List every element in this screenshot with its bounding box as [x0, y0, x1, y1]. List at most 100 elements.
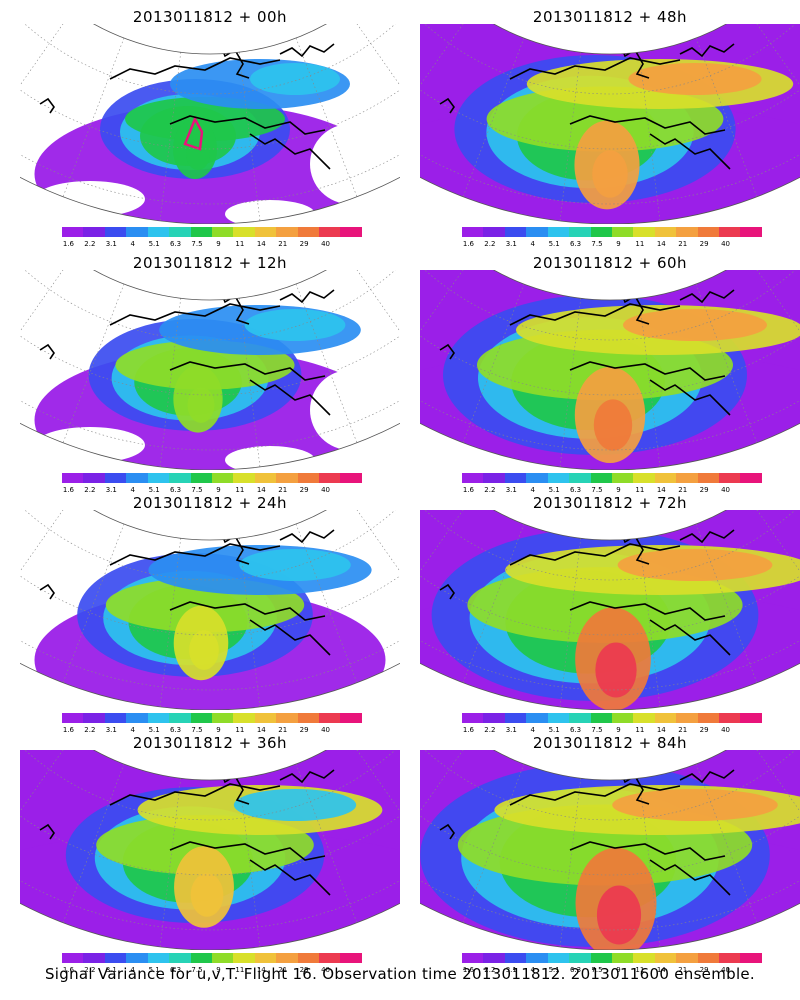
colorbar-segment [276, 713, 298, 723]
colorbar-labels: 1.6 2.2 3.1 4 5.1 6.3 7.5 9 11 14 21 29 40 [62, 486, 362, 496]
colorbar-segment [547, 227, 570, 237]
colorbar-segment [190, 713, 212, 723]
colorbar-segment [526, 713, 548, 723]
colorbar-segment [83, 713, 105, 723]
colorbar-segment [697, 713, 720, 723]
colorbar-labels: 1.6 2.2 3.1 4 5.1 6.3 7.5 9 11 14 21 29 40 [62, 726, 362, 736]
colorbar-segment [676, 953, 698, 963]
colorbar-segment [126, 473, 148, 483]
colorbar-segment [340, 713, 362, 723]
colorbar-segment [740, 473, 762, 483]
colorbar-tick-label: 2.2 [84, 240, 96, 248]
colorbar-segment [340, 227, 362, 237]
colorbar-tick-label: 6.3 [169, 240, 182, 248]
colorbar-tick-label: 14 [256, 240, 266, 248]
variance-map [420, 510, 800, 710]
colorbar-segment [740, 227, 762, 237]
colorbar-segment [504, 953, 527, 963]
colorbar-segment [147, 473, 170, 483]
variance-map [20, 270, 400, 470]
colorbar-tick-label: 21 [278, 966, 288, 974]
colorbar-segment [611, 227, 634, 237]
colorbar-tick-label: 9 [216, 726, 221, 734]
colorbar-segment [211, 227, 234, 237]
colorbar-segment [719, 713, 741, 723]
variance-map [420, 750, 800, 950]
colorbar-segment [319, 227, 341, 237]
variance-map [420, 24, 800, 224]
colorbar-segment [547, 713, 570, 723]
panel-title: 2013011812 + 84h [532, 734, 688, 752]
colorbar-segment [462, 713, 484, 723]
colorbar-segment [190, 953, 212, 963]
colorbar-labels: 1.6 2.2 3.1 4 5.1 6.3 7.5 9 11 14 21 29 40 [462, 240, 762, 250]
colorbar-segment [297, 713, 320, 723]
colorbar-tick-label: 2.2 [84, 726, 96, 734]
colorbar-tick-label: 40 [321, 966, 331, 974]
colorbar-tick-label: 9 [216, 240, 221, 248]
colorbar-tick-label: 1.6 [62, 966, 74, 974]
colorbar-tick-label: 11 [235, 240, 245, 248]
colorbar [62, 473, 362, 483]
colorbar-segment [569, 713, 591, 723]
colorbar-segment [547, 953, 570, 963]
colorbar-segment [483, 227, 505, 237]
colorbar-segment [697, 227, 720, 237]
colorbar-segment [62, 713, 84, 723]
colorbar-segment [319, 953, 341, 963]
colorbar-tick-label: 29 [299, 966, 309, 974]
colorbar-segment [104, 473, 127, 483]
colorbar-tick-label: 7.5 [591, 486, 603, 494]
colorbar-tick-label: 5.1 [548, 726, 560, 734]
colorbar-tick-label: 1.6 [62, 240, 74, 248]
colorbar-tick-label: 4 [530, 486, 535, 494]
colorbar-labels: 1.6 2.2 3.1 4 5.1 6.3 7.5 9 11 14 21 29 40 [462, 966, 762, 976]
colorbar-segment [526, 473, 548, 483]
colorbar-segment [526, 227, 548, 237]
colorbar-segment [526, 953, 548, 963]
colorbar-segment [547, 473, 570, 483]
colorbar-segment [104, 227, 127, 237]
colorbar-tick-label: 40 [721, 966, 731, 974]
colorbar-tick-label: 21 [278, 726, 288, 734]
colorbar-segment [504, 227, 527, 237]
colorbar-segment [504, 713, 527, 723]
colorbar-segment [104, 953, 127, 963]
coastline [439, 289, 735, 416]
colorbar-tick-label: 5.1 [148, 486, 160, 494]
colorbar-segment [297, 473, 320, 483]
colorbar-segment [719, 473, 741, 483]
panel-title: 2013011812 + 48h [532, 8, 688, 26]
colorbar-segment [676, 473, 698, 483]
colorbar-segment [676, 227, 698, 237]
colorbar-tick-label: 7.5 [191, 240, 203, 248]
coastline [439, 769, 735, 896]
colorbar-segment [697, 953, 720, 963]
coastline [39, 43, 335, 170]
colorbar-tick-label: 7.5 [191, 726, 203, 734]
colorbar-tick-label: 29 [299, 240, 309, 248]
colorbar-segment [611, 713, 634, 723]
colorbar-tick-label: 14 [256, 486, 266, 494]
colorbar-tick-label: 14 [256, 966, 266, 974]
colorbar-labels: 1.6 2.2 3.1 4 5.1 6.3 7.5 9 11 14 21 29 40 [462, 486, 762, 496]
colorbar-segment [276, 473, 298, 483]
colorbar-segment [676, 713, 698, 723]
colorbar-segment [483, 953, 505, 963]
colorbar-segment [590, 713, 612, 723]
colorbar-segment [654, 953, 677, 963]
colorbar-segment [233, 227, 255, 237]
colorbar [462, 953, 762, 963]
colorbar-tick-label: 5.1 [148, 240, 160, 248]
colorbar-segment [276, 227, 298, 237]
colorbar-tick-label: 7.5 [591, 240, 603, 248]
colorbar-segment [633, 473, 655, 483]
colorbar-tick-label: 6.3 [169, 726, 182, 734]
colorbar-tick-label: 29 [699, 240, 709, 248]
colorbar-tick-label: 3.1 [505, 240, 517, 248]
variance-map [420, 270, 800, 470]
panel-title: 2013011812 + 00h [132, 8, 288, 26]
colorbar-tick-label: 11 [635, 240, 645, 248]
colorbar-tick-label: 14 [656, 240, 666, 248]
colorbar-segment [319, 473, 341, 483]
